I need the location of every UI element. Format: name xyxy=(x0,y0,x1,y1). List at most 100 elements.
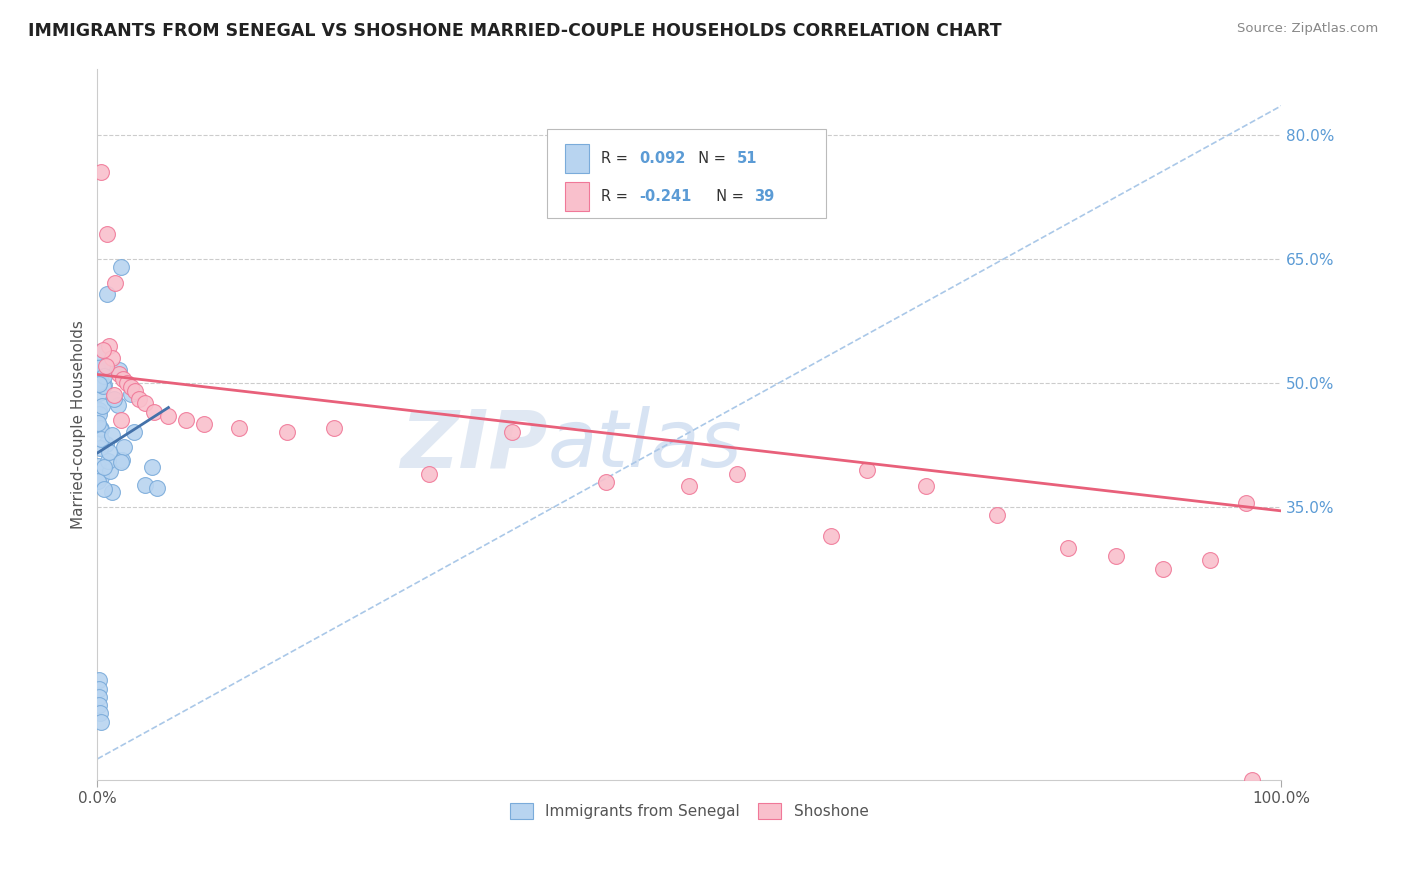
Point xyxy=(134,396,156,410)
Point xyxy=(87,458,110,473)
Point xyxy=(986,508,1008,522)
Point xyxy=(128,392,150,407)
Point xyxy=(96,286,118,301)
Point xyxy=(1199,553,1222,567)
Point xyxy=(124,425,146,439)
Point xyxy=(87,690,110,704)
Point xyxy=(97,454,120,468)
Point xyxy=(103,388,125,402)
Point xyxy=(89,706,111,721)
Y-axis label: Married-couple Households: Married-couple Households xyxy=(72,319,86,528)
Point xyxy=(112,440,135,454)
Point xyxy=(93,368,115,383)
Point xyxy=(94,437,117,451)
Point xyxy=(87,386,110,401)
Point xyxy=(228,421,250,435)
Point xyxy=(87,373,110,387)
Text: 51: 51 xyxy=(737,151,758,166)
Text: 39: 39 xyxy=(755,189,775,203)
Text: ZIP: ZIP xyxy=(399,407,547,484)
Point xyxy=(87,345,110,359)
Point xyxy=(107,363,129,377)
Text: Source: ZipAtlas.com: Source: ZipAtlas.com xyxy=(1237,22,1378,36)
FancyBboxPatch shape xyxy=(565,145,589,173)
Point xyxy=(93,359,115,373)
Point xyxy=(87,417,110,431)
Point xyxy=(93,377,115,392)
Point xyxy=(91,400,114,414)
Point xyxy=(595,475,617,489)
Point xyxy=(110,260,132,274)
Point xyxy=(90,470,112,484)
Point xyxy=(107,368,129,382)
Point xyxy=(1152,562,1174,576)
Point xyxy=(90,165,112,179)
Point xyxy=(87,474,110,488)
Point xyxy=(418,467,440,481)
Point xyxy=(112,371,135,385)
Point xyxy=(87,407,110,421)
Point xyxy=(89,442,111,456)
Point xyxy=(124,384,146,398)
Point xyxy=(323,421,346,435)
Point xyxy=(725,467,748,481)
Point xyxy=(87,673,110,688)
Point xyxy=(91,343,114,357)
Text: IMMIGRANTS FROM SENEGAL VS SHOSHONE MARRIED-COUPLE HOUSEHOLDS CORRELATION CHART: IMMIGRANTS FROM SENEGAL VS SHOSHONE MARR… xyxy=(28,22,1001,40)
Point xyxy=(100,351,122,365)
Point xyxy=(87,698,110,713)
Point xyxy=(94,359,117,374)
Point xyxy=(89,372,111,386)
Text: N =: N = xyxy=(689,151,731,166)
Point xyxy=(174,413,197,427)
Text: -0.241: -0.241 xyxy=(640,189,692,203)
Point xyxy=(97,445,120,459)
Point xyxy=(111,453,134,467)
Point xyxy=(856,462,879,476)
Text: 0.092: 0.092 xyxy=(640,151,686,166)
Point xyxy=(87,363,110,377)
Point xyxy=(104,277,127,291)
Text: R =: R = xyxy=(600,151,633,166)
Point xyxy=(87,373,110,387)
Point xyxy=(110,413,132,427)
Text: R =: R = xyxy=(600,189,633,203)
Point xyxy=(87,375,110,389)
Point xyxy=(120,386,142,401)
Point xyxy=(501,425,523,440)
Point xyxy=(98,464,121,478)
Point xyxy=(93,460,115,475)
Point xyxy=(90,359,112,374)
Point xyxy=(93,482,115,496)
Point xyxy=(193,417,215,431)
Point xyxy=(1240,772,1263,787)
Point xyxy=(87,376,110,391)
Point xyxy=(103,392,125,406)
Point xyxy=(146,481,169,495)
Point xyxy=(91,378,114,392)
Point xyxy=(98,338,121,352)
Text: atlas: atlas xyxy=(547,407,742,484)
Point xyxy=(115,376,138,390)
Point xyxy=(89,421,111,435)
Point xyxy=(90,432,112,446)
Point xyxy=(87,403,110,417)
Point xyxy=(101,427,124,442)
Point xyxy=(678,479,700,493)
Legend: Immigrants from Senegal, Shoshone: Immigrants from Senegal, Shoshone xyxy=(505,797,875,825)
Text: N =: N = xyxy=(707,189,748,203)
Point xyxy=(276,425,298,440)
Point xyxy=(915,479,938,493)
Point xyxy=(87,681,110,696)
Point xyxy=(96,227,118,241)
Point xyxy=(100,484,122,499)
Point xyxy=(157,409,180,423)
Point xyxy=(90,422,112,436)
FancyBboxPatch shape xyxy=(547,129,825,218)
Point xyxy=(141,459,163,474)
Point xyxy=(1234,495,1257,509)
Point xyxy=(134,478,156,492)
FancyBboxPatch shape xyxy=(565,182,589,211)
Point xyxy=(120,380,142,394)
Point xyxy=(820,529,842,543)
